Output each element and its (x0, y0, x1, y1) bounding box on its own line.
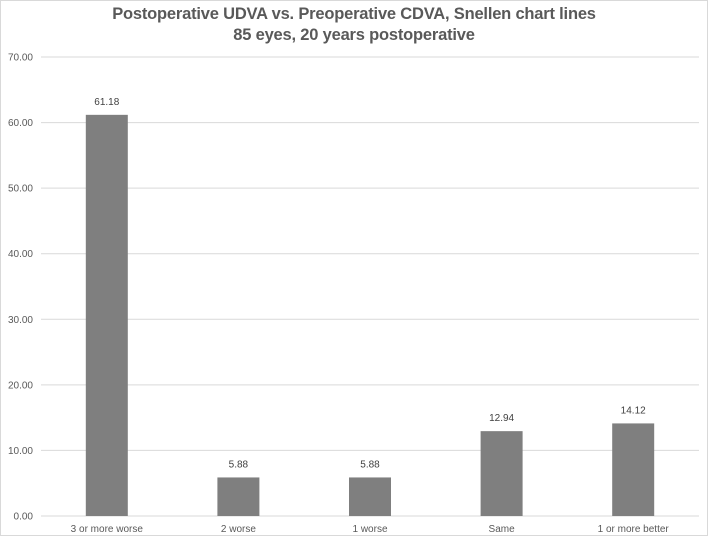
y-tick-label-5: 50.00 (8, 184, 33, 195)
bar-4 (612, 423, 655, 516)
y-tick-label-6: 60.00 (8, 118, 33, 129)
bar-3 (480, 431, 523, 516)
data-label-2: 5.88 (360, 459, 380, 470)
x-tick-label-4: 1 or more better (598, 524, 670, 535)
data-label-1: 5.88 (229, 459, 249, 470)
chart-subtitle: 85 eyes, 20 years postoperative (233, 26, 475, 44)
y-tick-label-2: 20.00 (8, 380, 33, 391)
x-tick-label-3: Same (489, 524, 516, 535)
x-tick-label-1: 2 worse (221, 524, 256, 535)
y-tick-label-1: 10.00 (8, 446, 33, 457)
x-tick-label-0: 3 or more worse (71, 524, 144, 535)
x-axis-tick-labels: 3 or more worse 2 worse 1 worse Same 1 or mo… (71, 524, 670, 535)
y-tick-label-3: 30.00 (8, 315, 33, 326)
bars (85, 114, 655, 517)
y-tick-label-7: 70.00 (8, 53, 33, 64)
data-label-3: 12.94 (489, 413, 514, 424)
data-label-0: 61.18 (94, 97, 119, 108)
chart-title: Postoperative UDVA vs. Preoperative CDVA… (112, 5, 596, 23)
gridlines (41, 56, 699, 517)
bar-1 (217, 477, 260, 516)
y-tick-label-4: 40.00 (8, 249, 33, 260)
data-label-4: 14.12 (621, 405, 646, 416)
data-labels: 61.18 5.88 5.88 12.94 14.12 (94, 97, 646, 471)
y-tick-label-0: 0.00 (14, 512, 34, 523)
y-axis-tick-labels: 0.00 10.00 20.00 30.00 40.00 50.00 60.00 70.00 (8, 53, 33, 523)
bar-2 (349, 477, 391, 516)
x-tick-label-2: 1 worse (352, 524, 387, 535)
bar-0 (85, 114, 128, 517)
